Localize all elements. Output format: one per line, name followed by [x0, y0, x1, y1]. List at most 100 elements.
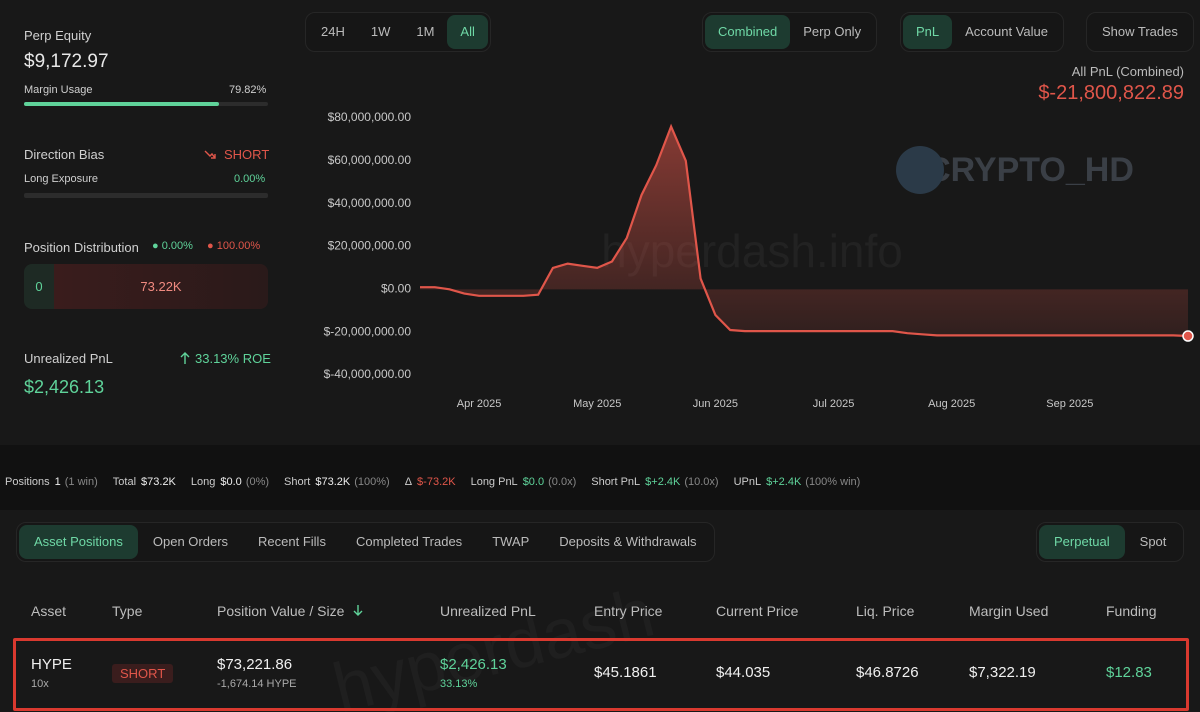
short-part: 73.22K — [54, 264, 268, 309]
x-tick-label: Jul 2025 — [813, 398, 855, 410]
value: 79.82% — [229, 84, 267, 96]
button[interactable]: All — [447, 15, 488, 49]
button[interactable]: Perpetual — [1039, 525, 1125, 559]
value: $+2.4K — [766, 476, 802, 488]
chart-headline: $-21,800,822.89 — [1038, 82, 1184, 104]
label: Positions — [5, 476, 50, 488]
value: 1 — [54, 476, 61, 488]
button[interactable]: Recent Fills — [258, 534, 326, 549]
up-icon — [180, 352, 190, 364]
label: Δ — [404, 476, 413, 488]
button-group: Show Trades — [1086, 12, 1194, 52]
column-header: Margin Used — [969, 603, 1049, 619]
button[interactable]: Perp Only — [803, 24, 862, 39]
metric-group: PnL Account Value — [900, 12, 1065, 52]
value: 0 — [35, 279, 43, 294]
cell-sub: 10x — [31, 678, 49, 690]
button[interactable]: Account Value — [965, 24, 1049, 39]
button[interactable]: Combined — [705, 15, 791, 49]
y-tick-label: $60,000,000.00 — [328, 153, 412, 167]
x-tick-label: Sep 2025 — [1046, 398, 1093, 410]
column-header: Funding — [1106, 603, 1157, 619]
value: $2,426.13 — [24, 377, 105, 397]
note: (10.0x) — [684, 476, 719, 488]
cell: $45.1861 — [594, 664, 657, 681]
margin-bar — [24, 102, 268, 106]
cell: $7,322.19 — [969, 664, 1036, 681]
exposure-bar — [24, 193, 268, 198]
y-tick-label: $80,000,000.00 — [328, 110, 412, 124]
mode-group: Combined Perp Only — [702, 12, 878, 52]
watermark: CRYPTO_HD — [926, 151, 1134, 189]
button[interactable]: Open Orders — [152, 534, 229, 549]
column-header: Liq. Price — [856, 603, 915, 619]
sort-icon[interactable] — [344, 603, 364, 619]
value: 73.22K — [140, 279, 182, 294]
label: Short PnL — [591, 476, 641, 488]
label: Long Exposure — [24, 173, 98, 185]
type-badge: SHORT — [112, 664, 174, 683]
short-share: ● 100.00% — [207, 240, 261, 252]
value: 0.00% — [234, 173, 266, 185]
note: (100%) — [354, 476, 390, 488]
note: (100% win) — [805, 476, 861, 488]
label: Long — [190, 476, 216, 488]
summary-item: Long $0.0 (0%) — [191, 476, 269, 488]
tab-group: Asset Positions Open Orders Recent Fills Co… — [16, 522, 715, 562]
column-header: Current Price — [716, 603, 799, 619]
top-panel — [0, 0, 1200, 445]
column-header: Unrealized PnL — [440, 603, 536, 619]
cell: HYPE — [31, 656, 72, 673]
cell: $46.8726 — [856, 664, 919, 681]
summary-item: UPnL $+2.4K (100% win) — [734, 476, 861, 488]
y-tick-label: $0.00 — [381, 282, 411, 296]
button[interactable]: Spot — [1139, 534, 1167, 549]
label: UPnL — [733, 476, 762, 488]
value: $+2.4K — [645, 476, 681, 488]
column-header: Type — [112, 603, 143, 619]
label: Total — [112, 476, 137, 488]
roe: 33.13% ROE — [195, 351, 271, 366]
button[interactable]: TWAP — [492, 534, 530, 549]
button[interactable]: 1W — [370, 24, 391, 39]
value: 0.00% — [161, 240, 193, 252]
show-trades[interactable]: Show Trades — [1102, 24, 1178, 39]
pnl-chart: CRYPTO_HD hyperdash.info $80,000,000.00$… — [324, 110, 1194, 410]
value: $9,172.97 — [24, 51, 109, 72]
label: Long PnL — [470, 476, 518, 488]
value: $0.0 — [522, 476, 545, 488]
label: Position Distribution — [24, 240, 139, 255]
button[interactable]: Asset Positions — [19, 525, 138, 559]
value: $0.0 — [220, 476, 242, 488]
summary-item: Positions 1 (1 win) — [5, 476, 98, 488]
value: 100.00% — [216, 240, 261, 252]
down-icon — [204, 150, 216, 159]
watermark-logo — [896, 146, 944, 194]
distribution-bar: 0 73.22K — [24, 264, 268, 309]
label: Short — [284, 476, 311, 488]
summary-item: Long PnL $0.0 (0.0x) — [471, 476, 577, 488]
label: Direction Bias — [24, 147, 105, 162]
button[interactable]: Completed Trades — [355, 534, 463, 549]
x-tick-label: Jun 2025 — [693, 398, 738, 410]
x-tick-label: Apr 2025 — [457, 398, 502, 410]
button[interactable]: 1M — [416, 24, 435, 39]
cell: $12.83 — [1106, 664, 1152, 681]
summary-item: Short $73.2K (100%) — [284, 476, 390, 488]
button[interactable]: 24H — [321, 24, 345, 39]
end-point — [1182, 330, 1194, 342]
column-header: Position Value / Size — [217, 603, 364, 619]
column-header: Asset — [31, 603, 67, 619]
button[interactable]: PnL — [903, 15, 953, 49]
column-header: Entry Price — [594, 603, 663, 619]
cell-sub: -1,674.14 HYPE — [217, 678, 297, 690]
y-tick-label: $-40,000,000.00 — [324, 367, 412, 381]
label: Margin Usage — [24, 84, 93, 96]
y-tick-label: $40,000,000.00 — [328, 196, 412, 210]
button[interactable]: Deposits & Withdrawals — [559, 534, 697, 549]
summary-row: Positions 1 (1 win) Total $73.2K Long $0.0 (0%)… — [5, 476, 875, 488]
value: $-73.2K — [417, 476, 456, 488]
margin-fill — [24, 102, 219, 106]
long-share: ● 0.00% — [152, 240, 193, 252]
